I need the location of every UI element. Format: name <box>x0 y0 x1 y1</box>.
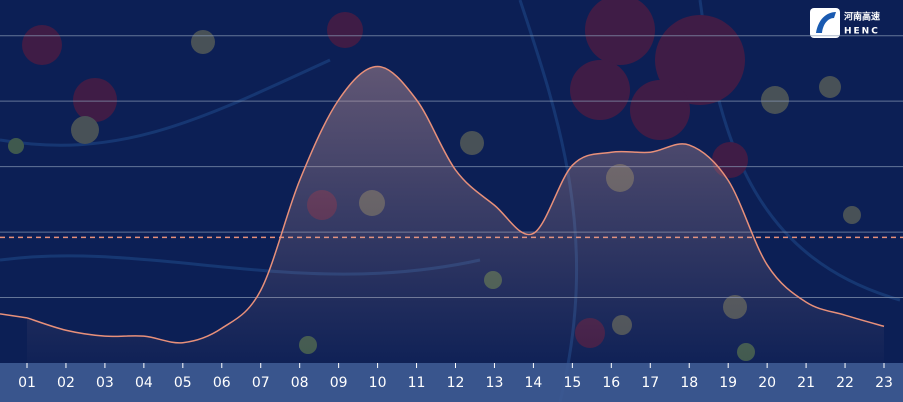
logo-abbr: HENC <box>844 27 880 37</box>
x-tick-label: 04 <box>135 375 153 391</box>
line-lead <box>0 313 28 319</box>
x-tick-label: 23 <box>875 375 893 391</box>
x-tick-label: 10 <box>369 375 387 391</box>
x-tick-label: 18 <box>680 375 698 391</box>
x-tick-label: 08 <box>291 375 309 391</box>
x-tick-label: 22 <box>836 375 854 391</box>
x-tick-label: 16 <box>602 375 620 391</box>
x-tick-label: 13 <box>486 375 504 391</box>
logo: 河南高速 HENC <box>810 8 880 38</box>
logo-name: 河南高速 <box>844 11 880 23</box>
x-tick-label: 21 <box>797 375 815 391</box>
x-tick-label: 14 <box>524 375 542 391</box>
x-tick-label: 02 <box>57 375 75 391</box>
x-tick-label: 03 <box>96 375 114 391</box>
line-area <box>27 66 884 363</box>
plot: 01 02 03 04 05 06 07 08 09 10 11 12 13 14 15 16 17 18 19 20… <box>0 35 903 391</box>
x-tick-label: 05 <box>174 375 192 391</box>
x-tick-label: 19 <box>719 375 737 391</box>
x-tick-label: 09 <box>330 375 348 391</box>
x-tick-label: 07 <box>252 375 270 391</box>
x-tick-label: 15 <box>563 375 581 391</box>
x-tick-label: 12 <box>447 375 465 391</box>
x-tick-label: 01 <box>18 375 36 391</box>
x-tick-label: 17 <box>641 375 659 391</box>
x-tick-label: 06 <box>213 375 231 391</box>
x-tick-label: 20 <box>758 375 776 391</box>
x-axis-band <box>0 363 903 402</box>
line <box>26 65 885 344</box>
x-tick-label: 11 <box>408 375 426 391</box>
